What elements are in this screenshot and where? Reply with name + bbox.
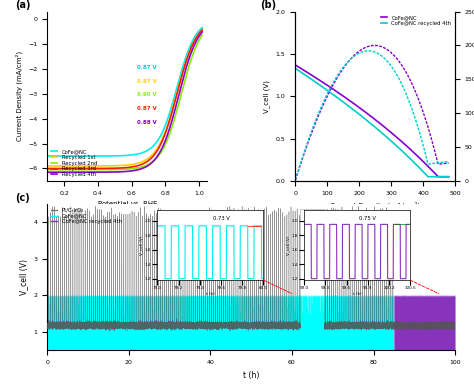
Recycled 1st: [63, 164, 69, 168]
X-axis label: t (h): t (h): [243, 371, 259, 380]
Line: CoFe@NC: CoFe@NC: [295, 65, 449, 177]
CoFe@NC recycled 4th: [426, 174, 431, 179]
Text: (c): (c): [15, 193, 29, 203]
Legend: CoFe@NC, CoFe@NC recycled 4th: CoFe@NC, CoFe@NC recycled 4th: [380, 14, 452, 27]
CoFe@NC: [353, 103, 359, 107]
CoFe@NC: [404, 144, 410, 149]
Text: (a): (a): [16, 0, 31, 10]
Text: 0.90 V: 0.90 V: [137, 92, 157, 97]
Recycled 1st: [156, 143, 162, 147]
CoFe@NC: [142, 149, 147, 154]
Line: CoFe@NC: CoFe@NC: [47, 28, 202, 156]
Recycled 2nd: [200, 33, 205, 37]
Recycled 2nd: [156, 153, 162, 157]
Recycled 3rd: [156, 145, 162, 150]
CoFe@NC: [157, 135, 163, 139]
Recycled 4th: [156, 151, 162, 156]
Line: Recycled 3rd: Recycled 3rd: [47, 30, 202, 169]
CoFe@NC: [106, 154, 111, 158]
Y-axis label: V_cell (V): V_cell (V): [19, 259, 28, 295]
Text: (b): (b): [260, 0, 276, 10]
Recycled 2nd: [95, 167, 100, 172]
CoFe@NC: [95, 154, 100, 158]
Recycled 4th: [200, 30, 205, 34]
CoFe@NC recycled 4th: [389, 139, 395, 144]
Recycled 4th: [45, 170, 50, 174]
Text: 0.88 V: 0.88 V: [137, 120, 157, 125]
Recycled 4th: [157, 150, 163, 154]
X-axis label: Potential vs. RHE: Potential vs. RHE: [98, 201, 157, 207]
Recycled 3rd: [45, 166, 50, 171]
CoFe@NC: [436, 174, 441, 179]
Recycled 2nd: [106, 167, 111, 172]
Line: CoFe@NC recycled 4th: CoFe@NC recycled 4th: [295, 69, 449, 177]
Legend: Pt/C-IrO₂, CoFe@NC, CoFe@NC recycled 4th: Pt/C-IrO₂, CoFe@NC, CoFe@NC recycled 4th: [50, 207, 123, 225]
CoFe@NC: [292, 63, 298, 67]
Recycled 2nd: [142, 164, 147, 168]
CoFe@NC recycled 4th: [292, 66, 298, 71]
Recycled 2nd: [63, 167, 69, 172]
CoFe@NC recycled 4th: [404, 153, 410, 158]
CoFe@NC: [45, 154, 50, 158]
Recycled 4th: [142, 165, 147, 170]
Line: Recycled 4th: Recycled 4th: [47, 32, 202, 172]
CoFe@NC: [200, 25, 205, 30]
Recycled 4th: [95, 170, 100, 174]
CoFe@NC: [156, 136, 162, 141]
Recycled 3rd: [142, 161, 147, 165]
Recycled 3rd: [106, 166, 111, 171]
Recycled 3rd: [95, 166, 100, 171]
Line: Recycled 2nd: Recycled 2nd: [47, 35, 202, 170]
CoFe@NC recycled 4th: [403, 152, 409, 157]
Line: Recycled 1st: Recycled 1st: [47, 30, 202, 166]
Recycled 1st: [45, 164, 50, 168]
CoFe@NC: [311, 74, 317, 79]
Recycled 1st: [200, 27, 205, 32]
CoFe@NC recycled 4th: [446, 174, 452, 179]
CoFe@NC: [343, 95, 348, 100]
Recycled 4th: [106, 170, 111, 174]
Recycled 3rd: [157, 144, 163, 148]
Text: 0.87 V: 0.87 V: [137, 79, 157, 84]
Recycled 2nd: [157, 152, 163, 156]
Text: 0.87 V: 0.87 V: [137, 106, 157, 111]
Recycled 3rd: [63, 166, 69, 171]
CoFe@NC: [389, 131, 395, 136]
Recycled 4th: [63, 170, 69, 174]
Recycled 1st: [106, 164, 111, 168]
Y-axis label: Current Density (mA/cm²): Current Density (mA/cm²): [15, 51, 23, 141]
Recycled 1st: [157, 141, 163, 146]
Y-axis label: V_cell (V): V_cell (V): [263, 80, 270, 113]
CoFe@NC recycled 4th: [353, 110, 359, 114]
CoFe@NC: [63, 154, 69, 158]
Text: 0.87 V: 0.87 V: [137, 65, 157, 70]
CoFe@NC recycled 4th: [311, 79, 317, 83]
Recycled 2nd: [45, 167, 50, 172]
Legend: CoFe@NC, Recycled 1st, Recycled 2nd, Recycled 3rd, Recycled 4th: CoFe@NC, Recycled 1st, Recycled 2nd, Rec…: [50, 148, 98, 178]
CoFe@NC: [446, 174, 452, 179]
CoFe@NC recycled 4th: [343, 101, 348, 106]
Recycled 3rd: [200, 28, 205, 32]
Recycled 1st: [95, 164, 100, 168]
CoFe@NC: [403, 143, 409, 148]
Recycled 1st: [142, 158, 147, 163]
X-axis label: Current Density (mA/cm²): Current Density (mA/cm²): [330, 201, 420, 209]
